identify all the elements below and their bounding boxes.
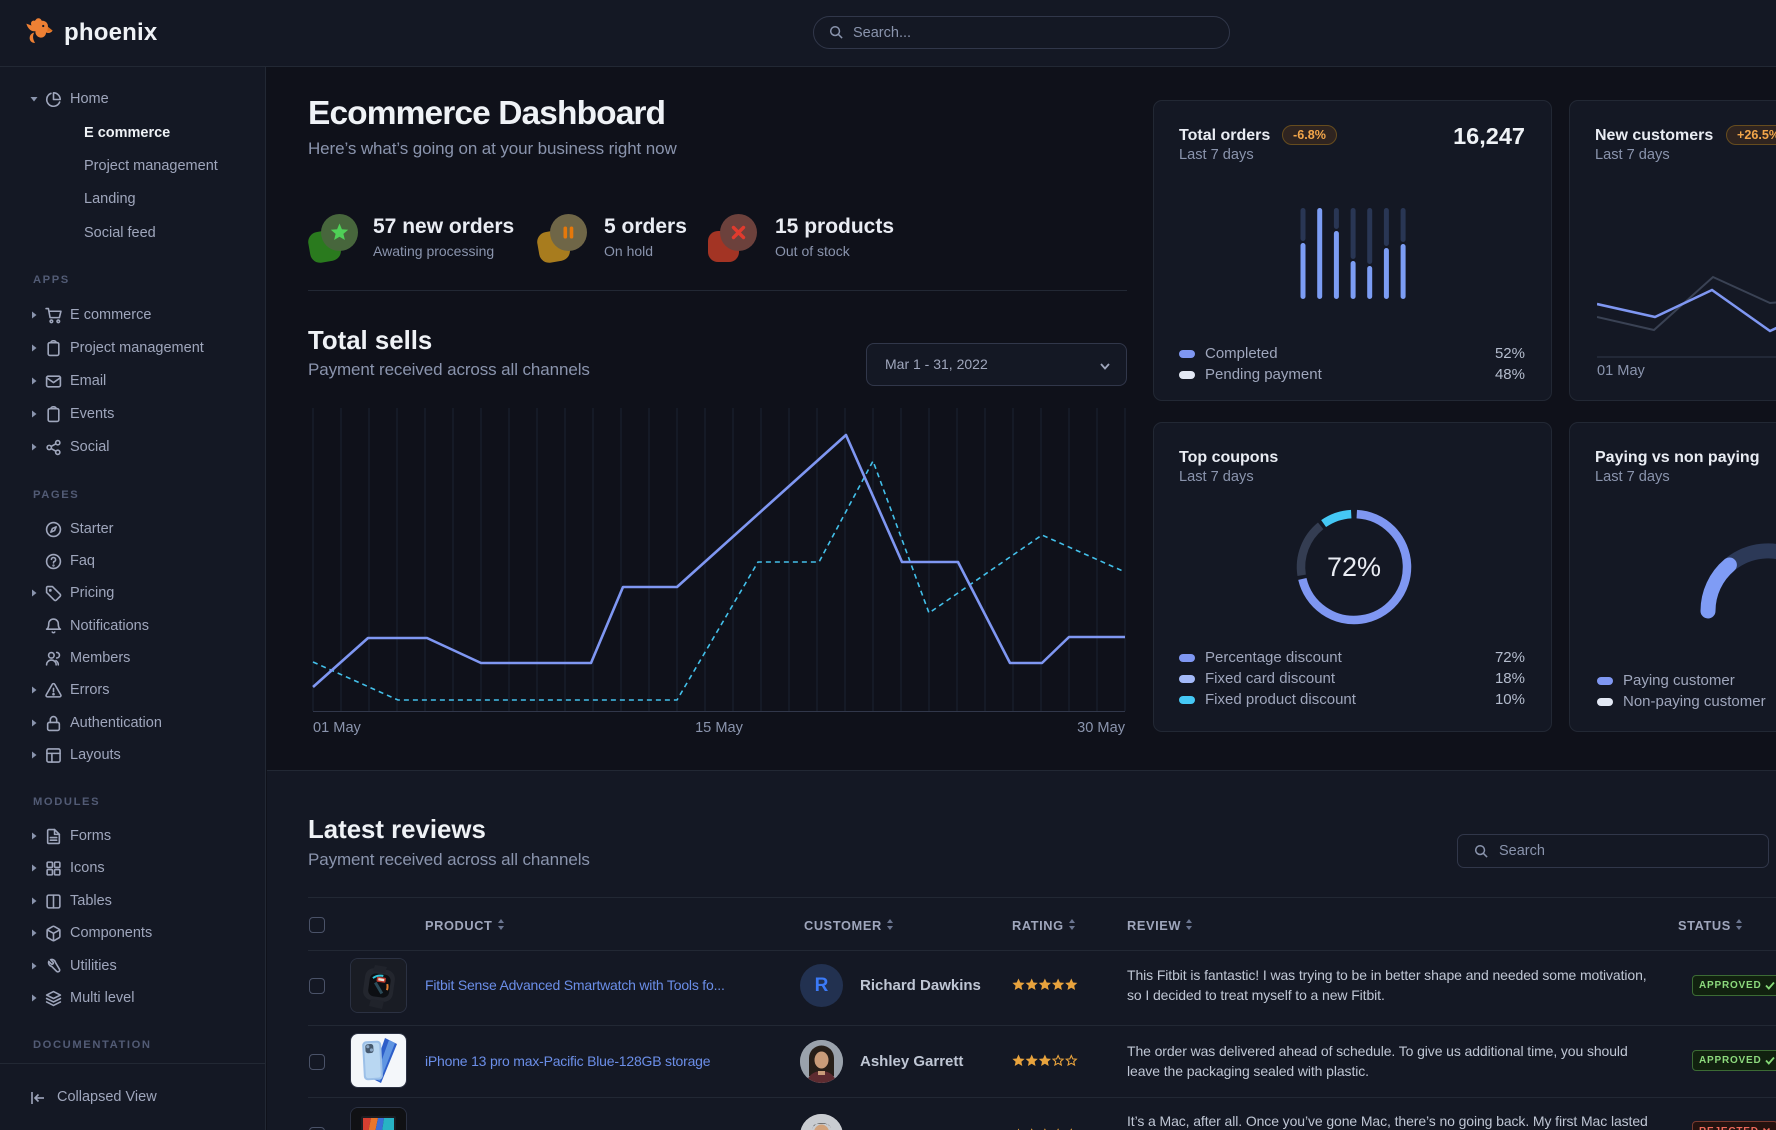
svg-text:72%: 72% xyxy=(1327,552,1381,582)
svg-text:15 May: 15 May xyxy=(695,720,744,735)
svg-text:01 May: 01 May xyxy=(313,720,362,735)
svg-text:01 May: 01 May xyxy=(1597,363,1646,379)
svg-text:30 May: 30 May xyxy=(1077,720,1126,735)
